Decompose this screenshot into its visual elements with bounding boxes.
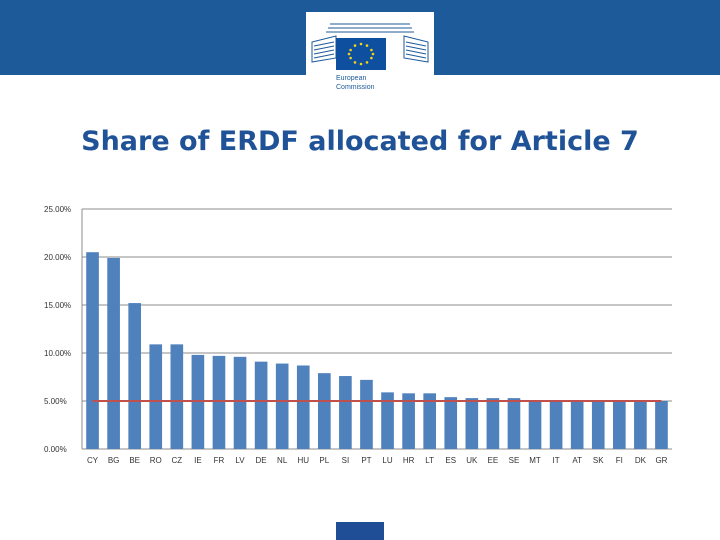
bar-nl [276, 364, 289, 449]
bar-se [508, 398, 521, 449]
bar-pl [318, 373, 331, 449]
bar-de [255, 362, 268, 449]
x-tick-label: NL [277, 456, 288, 465]
x-tick-label: AT [572, 456, 582, 465]
x-tick-label: BE [129, 456, 140, 465]
logo-text-line1: European [336, 75, 366, 82]
x-tick-label: ES [445, 456, 456, 465]
x-tick-label: DE [256, 456, 267, 465]
x-tick-label: SK [593, 456, 604, 465]
x-tick-label: HR [403, 456, 415, 465]
y-tick-label: 20.00% [44, 253, 71, 262]
x-tick-label: IE [194, 456, 202, 465]
x-tick-label: DK [635, 456, 647, 465]
x-tick-label: GR [655, 456, 667, 465]
european-commission-logo: European Commission [306, 12, 434, 98]
bar-ee [487, 398, 500, 449]
bar-sk [592, 401, 605, 449]
x-tick-label: PT [361, 456, 371, 465]
y-tick-label: 25.00% [44, 205, 71, 214]
bar-gr [655, 401, 668, 449]
bar-si [339, 376, 352, 449]
bar-es [444, 397, 457, 449]
x-tick-label: SE [509, 456, 520, 465]
x-tick-label: MT [529, 456, 541, 465]
bar-fi [613, 401, 626, 449]
x-tick-label: UK [466, 456, 478, 465]
y-tick-label: 10.00% [44, 349, 71, 358]
bar-be [128, 303, 141, 449]
y-tick-label: 0.00% [44, 445, 67, 454]
bar-mt [529, 401, 542, 449]
bar-bg [107, 258, 120, 449]
x-tick-label: RO [150, 456, 162, 465]
y-tick-label: 15.00% [44, 301, 71, 310]
x-tick-label: LV [235, 456, 245, 465]
bar-ro [149, 344, 162, 449]
x-tick-label: LU [382, 456, 392, 465]
x-tick-label: BG [108, 456, 120, 465]
footer-block [336, 522, 384, 540]
x-tick-label: PL [319, 456, 329, 465]
x-tick-label: LT [425, 456, 434, 465]
x-tick-label: FI [616, 456, 623, 465]
x-tick-label: SI [342, 456, 350, 465]
x-tick-label: HU [297, 456, 309, 465]
bar-cy [86, 252, 99, 449]
page-title: Share of ERDF allocated for Article 7 [0, 126, 720, 157]
bar-lv [234, 357, 247, 449]
logo-text-line2: Commission [336, 84, 375, 91]
x-tick-label: CZ [171, 456, 182, 465]
x-tick-label: EE [488, 456, 499, 465]
bar-uk [466, 398, 479, 449]
bar-hu [297, 365, 310, 449]
bar-chart: 0.00% 5.00% 10.00% 15.00% 20.00% 25.00% CY BG BE… [0, 190, 720, 480]
x-tick-label: FR [214, 456, 225, 465]
bar-cz [171, 344, 184, 449]
bar-it [550, 401, 563, 449]
berlaymont-building-icon: European Commission [306, 12, 434, 98]
bar-pt [360, 380, 373, 449]
bar-at [571, 401, 584, 449]
x-tick-label: IT [553, 456, 560, 465]
bar-dk [634, 401, 647, 449]
bar-fr [213, 356, 226, 449]
y-tick-label: 5.00% [44, 397, 67, 406]
x-tick-label: CY [87, 456, 99, 465]
